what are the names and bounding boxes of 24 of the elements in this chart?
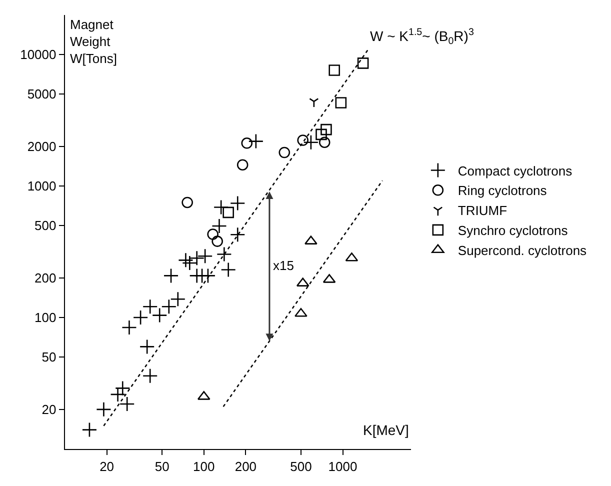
y-tick-label: 10000 xyxy=(20,47,56,62)
legend-label: Synchro cyclotrons xyxy=(458,223,568,238)
x-tick-label: 1000 xyxy=(328,458,358,474)
annotation: x15 xyxy=(273,258,294,273)
x-tick-label: 500 xyxy=(290,458,312,474)
x-tick-label: 100 xyxy=(193,458,215,474)
annotation: W ~ K$^{1.5}$~ (B$_{0}$R)$^{3}$ xyxy=(370,27,474,47)
y-tick-label: 500 xyxy=(34,218,56,234)
x-tick-label: 20 xyxy=(100,458,114,474)
x-tick-label: 200 xyxy=(234,458,257,474)
x-tick-label: 50 xyxy=(154,458,170,474)
y-tick-label: 100 xyxy=(34,310,56,326)
y-tick-label: 2000 xyxy=(27,139,56,154)
legend-label: Compact cyclotrons xyxy=(458,163,573,178)
y-tick-label: 200 xyxy=(34,270,56,286)
y-tick-label: 1000 xyxy=(27,178,56,194)
y-tick-label: 5000 xyxy=(27,86,56,102)
x-axis-title: K[MeV] xyxy=(363,422,409,438)
legend-label: TRIUMF xyxy=(458,203,508,218)
legend-label: Ring cyclotrons xyxy=(458,183,548,198)
legend-label: Supercond. cyclotrons xyxy=(458,242,588,258)
y-axis-title: Magnet Weight W[Tons] xyxy=(70,17,117,66)
y-tick-label: 20 xyxy=(42,402,56,417)
y-tick-label: 50 xyxy=(42,350,56,365)
